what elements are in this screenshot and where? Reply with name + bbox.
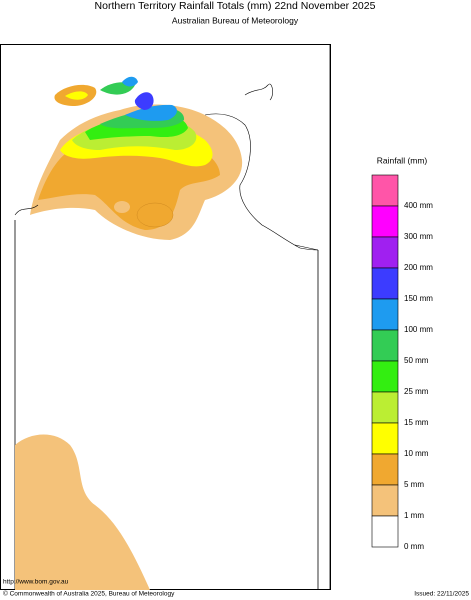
legend-swatch bbox=[371, 484, 399, 517]
area-1mm-south bbox=[15, 434, 150, 590]
footer-copyright: © Commonwealth of Australia 2025, Bureau… bbox=[3, 590, 175, 598]
legend-label: 150 mm bbox=[404, 294, 433, 303]
legend-swatch bbox=[371, 236, 399, 269]
legend-label: 10 mm bbox=[404, 449, 429, 458]
legend-swatch bbox=[371, 360, 399, 393]
area-150mm bbox=[134, 92, 154, 110]
coastline bbox=[14, 83, 319, 251]
subtitle: Australian Bureau of Meteorology bbox=[172, 15, 299, 25]
patch bbox=[114, 201, 130, 213]
legend-swatch bbox=[371, 453, 399, 486]
legend-label: 200 mm bbox=[404, 263, 433, 272]
legend-label: 300 mm bbox=[404, 232, 433, 241]
legend-swatch bbox=[371, 174, 399, 207]
legend-label: 15 mm bbox=[404, 418, 429, 427]
legend-label: 50 mm bbox=[404, 356, 429, 365]
legend-label: 1 mm bbox=[404, 511, 424, 520]
legend-label: 100 mm bbox=[404, 325, 433, 334]
legend-swatch bbox=[371, 298, 399, 331]
legend-swatch bbox=[371, 515, 399, 548]
legend-swatch bbox=[371, 267, 399, 300]
legend-label: 400 mm bbox=[404, 201, 433, 210]
footer-url: http://www.bom.gov.au bbox=[3, 579, 69, 586]
legend-swatch bbox=[371, 422, 399, 455]
legend-title: Rainfall (mm) bbox=[377, 155, 428, 165]
legend-label: 25 mm bbox=[404, 387, 429, 396]
island-area bbox=[65, 91, 88, 100]
patch bbox=[136, 202, 174, 228]
legend-label: 5 mm bbox=[404, 480, 424, 489]
island-area bbox=[122, 76, 138, 87]
legend-swatch bbox=[371, 391, 399, 424]
legend-label: 0 mm bbox=[404, 542, 424, 551]
title: Northern Territory Rainfall Totals (mm) … bbox=[95, 0, 376, 12]
legend-swatch bbox=[371, 205, 399, 238]
footer-issued: Issued: 22/11/2025 bbox=[414, 591, 469, 598]
legend-swatch bbox=[371, 329, 399, 362]
area-100mm bbox=[125, 104, 177, 121]
legend: 400 mm 300 mm 200 mm 150 mm 100 mm 50 mm 25 mm… bbox=[371, 174, 433, 551]
